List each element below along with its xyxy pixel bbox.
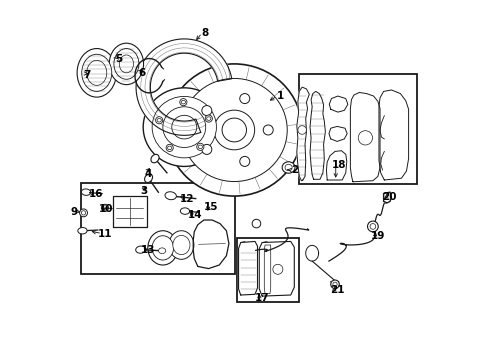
Ellipse shape <box>282 162 295 173</box>
Ellipse shape <box>285 164 292 171</box>
Circle shape <box>156 117 163 124</box>
Ellipse shape <box>145 174 152 183</box>
Text: 11: 11 <box>98 229 112 239</box>
Polygon shape <box>136 39 232 135</box>
Polygon shape <box>326 151 347 180</box>
Ellipse shape <box>148 231 178 265</box>
Ellipse shape <box>136 246 146 253</box>
Polygon shape <box>384 192 392 203</box>
Polygon shape <box>193 220 229 269</box>
Bar <box>81 183 235 274</box>
Circle shape <box>298 126 306 134</box>
Text: 4: 4 <box>144 168 151 179</box>
Ellipse shape <box>151 154 159 163</box>
Polygon shape <box>239 242 258 295</box>
Ellipse shape <box>180 208 190 214</box>
Text: 14: 14 <box>188 210 202 220</box>
Circle shape <box>273 264 283 274</box>
Text: 3: 3 <box>141 186 148 197</box>
Polygon shape <box>259 242 294 296</box>
Ellipse shape <box>82 54 112 91</box>
Text: 5: 5 <box>116 54 123 64</box>
Ellipse shape <box>207 117 211 120</box>
Circle shape <box>103 206 107 210</box>
Circle shape <box>202 144 212 154</box>
Text: 20: 20 <box>382 192 396 202</box>
Circle shape <box>368 221 378 232</box>
Circle shape <box>240 94 250 104</box>
Circle shape <box>240 156 250 166</box>
Ellipse shape <box>119 55 134 73</box>
Polygon shape <box>264 245 270 294</box>
Ellipse shape <box>157 118 161 122</box>
Ellipse shape <box>114 49 139 79</box>
Ellipse shape <box>143 88 225 166</box>
Bar <box>299 73 417 184</box>
Ellipse shape <box>109 43 144 85</box>
Ellipse shape <box>152 96 217 158</box>
Text: 6: 6 <box>139 68 146 78</box>
Polygon shape <box>310 91 325 179</box>
Ellipse shape <box>168 146 172 150</box>
Text: 19: 19 <box>371 231 385 242</box>
Circle shape <box>79 209 88 217</box>
Ellipse shape <box>198 145 202 149</box>
Text: 10: 10 <box>99 204 114 214</box>
Polygon shape <box>329 126 347 141</box>
Ellipse shape <box>163 107 206 148</box>
Text: 8: 8 <box>201 28 209 38</box>
Ellipse shape <box>173 235 190 255</box>
Circle shape <box>101 204 109 211</box>
Polygon shape <box>329 96 348 112</box>
Circle shape <box>197 143 204 150</box>
Circle shape <box>205 115 212 122</box>
Polygon shape <box>297 87 309 181</box>
Circle shape <box>166 144 173 152</box>
Polygon shape <box>379 90 409 180</box>
Circle shape <box>81 211 86 215</box>
Circle shape <box>252 219 261 228</box>
Bar <box>237 238 299 302</box>
Text: 17: 17 <box>255 293 270 303</box>
Ellipse shape <box>165 192 176 200</box>
Text: 1: 1 <box>277 91 284 101</box>
Circle shape <box>202 105 212 116</box>
Text: 7: 7 <box>83 69 91 80</box>
Circle shape <box>370 224 376 229</box>
Circle shape <box>331 280 339 289</box>
Circle shape <box>180 99 187 106</box>
Text: 9: 9 <box>71 207 78 217</box>
Ellipse shape <box>181 78 287 181</box>
Ellipse shape <box>214 110 255 150</box>
Text: 12: 12 <box>180 194 195 203</box>
Ellipse shape <box>222 118 246 142</box>
Ellipse shape <box>181 100 186 104</box>
Ellipse shape <box>77 49 117 97</box>
Ellipse shape <box>78 228 87 234</box>
Text: 2: 2 <box>291 165 298 175</box>
Circle shape <box>358 131 372 145</box>
Polygon shape <box>350 93 380 182</box>
Ellipse shape <box>167 64 302 196</box>
Ellipse shape <box>81 189 91 195</box>
Text: 21: 21 <box>330 285 344 295</box>
Ellipse shape <box>159 248 166 253</box>
Text: 13: 13 <box>141 245 155 255</box>
Ellipse shape <box>172 115 197 139</box>
Text: 15: 15 <box>204 202 219 212</box>
Ellipse shape <box>87 60 107 85</box>
Text: 16: 16 <box>88 189 103 199</box>
Polygon shape <box>113 196 147 227</box>
Text: 18: 18 <box>331 160 346 170</box>
Circle shape <box>263 125 273 135</box>
Ellipse shape <box>169 231 194 259</box>
Circle shape <box>333 282 337 287</box>
Ellipse shape <box>152 236 173 260</box>
